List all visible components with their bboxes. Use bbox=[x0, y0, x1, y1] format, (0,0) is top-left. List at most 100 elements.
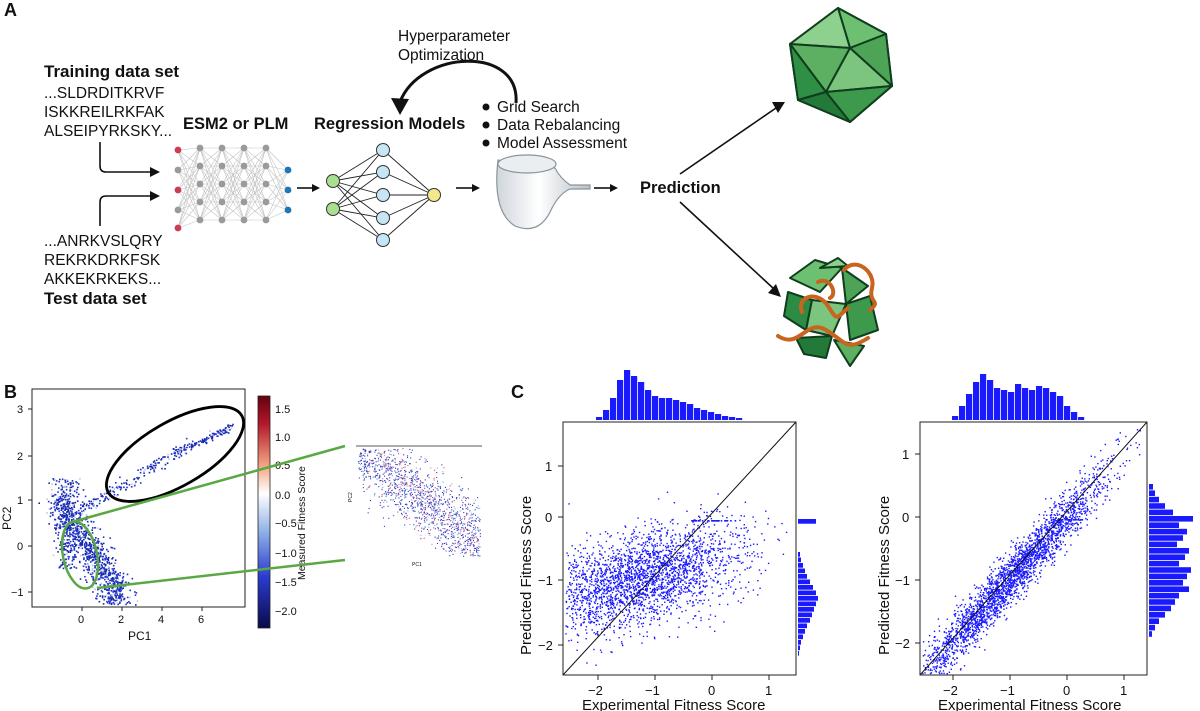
fitness-point bbox=[662, 592, 664, 594]
pca-point bbox=[61, 478, 64, 481]
inset-point bbox=[468, 497, 470, 499]
pca-point bbox=[62, 525, 65, 528]
pca-point bbox=[116, 594, 119, 597]
pca-y-axis: 3 2 1 0 −1 PC2 bbox=[0, 404, 32, 599]
fitness-point bbox=[645, 612, 647, 615]
inset-point bbox=[398, 483, 400, 485]
pca-point bbox=[65, 548, 67, 551]
fitness-point bbox=[709, 551, 711, 553]
fitness-point bbox=[702, 571, 704, 573]
inset-point bbox=[459, 510, 461, 512]
inset-point bbox=[433, 477, 435, 479]
fitness-point bbox=[603, 627, 605, 629]
inset-point bbox=[465, 497, 467, 499]
inset-point bbox=[419, 492, 421, 494]
inset-point bbox=[464, 552, 466, 554]
inset-point bbox=[393, 492, 395, 494]
pca-point bbox=[56, 523, 58, 525]
inset-point bbox=[407, 455, 409, 457]
inset-point bbox=[468, 541, 470, 543]
inset-point bbox=[471, 517, 473, 519]
pca-point bbox=[55, 547, 58, 549]
inset-point bbox=[419, 498, 421, 500]
pca-point bbox=[152, 461, 155, 463]
inset-point bbox=[387, 470, 389, 472]
pca-point bbox=[121, 580, 124, 583]
pca-point bbox=[70, 482, 72, 484]
training-seq-3: ALSEIPYRKSKY... bbox=[44, 123, 172, 140]
inset-point bbox=[372, 466, 374, 468]
fitness-point bbox=[624, 563, 627, 566]
inset-point bbox=[463, 496, 465, 498]
fitness-point bbox=[643, 599, 645, 601]
pca-point bbox=[89, 561, 92, 563]
inset-point bbox=[369, 452, 371, 454]
fitness-point bbox=[619, 575, 622, 578]
fitness-point bbox=[636, 564, 638, 567]
pca-point bbox=[116, 577, 119, 579]
pca-point bbox=[206, 438, 208, 441]
inset-point bbox=[367, 471, 369, 473]
inset-point bbox=[416, 470, 418, 472]
fitness-point bbox=[696, 582, 698, 584]
inset-point bbox=[388, 488, 390, 490]
inset-point bbox=[472, 552, 474, 554]
fitness-point bbox=[675, 586, 678, 588]
esm-edge bbox=[177, 149, 201, 203]
pca-point bbox=[100, 567, 103, 570]
fitness-point bbox=[617, 583, 619, 586]
esm-hidden-node bbox=[218, 216, 226, 224]
pca-point bbox=[85, 534, 87, 536]
fitness-point bbox=[631, 579, 634, 581]
pca-point bbox=[100, 548, 102, 550]
fitness-point bbox=[636, 592, 638, 594]
fitness-point bbox=[710, 543, 713, 545]
esm-edge bbox=[221, 165, 245, 221]
pca-point bbox=[179, 450, 181, 452]
optimization-loop-arrowhead bbox=[391, 98, 409, 115]
pca-point bbox=[116, 587, 119, 589]
inset-point bbox=[369, 462, 371, 464]
fitness-point bbox=[654, 519, 657, 521]
fitness-point bbox=[660, 542, 662, 544]
fitness-point bbox=[631, 555, 633, 558]
inset-point bbox=[382, 517, 384, 519]
fitness-point bbox=[609, 568, 611, 571]
fitness-point bbox=[611, 651, 613, 653]
fitness-point bbox=[645, 596, 647, 598]
inset-point bbox=[470, 525, 472, 527]
pca-point bbox=[110, 562, 113, 565]
inset-point bbox=[463, 516, 465, 518]
pca-point bbox=[62, 490, 65, 493]
pca-point bbox=[60, 484, 63, 487]
pca-point bbox=[84, 553, 87, 556]
esm-edge bbox=[221, 201, 245, 221]
fitness-point bbox=[724, 547, 726, 549]
inset-point bbox=[384, 450, 386, 452]
inset-point bbox=[478, 530, 480, 532]
inset-point bbox=[469, 524, 471, 526]
pca-point bbox=[67, 546, 69, 548]
inset-point bbox=[401, 461, 403, 463]
fitness-point bbox=[641, 579, 643, 581]
inset-point bbox=[473, 520, 475, 522]
inset-point bbox=[467, 506, 469, 508]
pca-point bbox=[173, 458, 175, 460]
pca-point bbox=[72, 508, 75, 511]
inset-point bbox=[378, 469, 380, 471]
pca-point bbox=[71, 544, 73, 546]
fitness-point bbox=[588, 610, 591, 612]
inset-point bbox=[374, 449, 376, 451]
esm-hidden-node bbox=[262, 180, 270, 188]
inset-point bbox=[436, 505, 438, 507]
fitness-point bbox=[596, 631, 599, 633]
filter-funnel-icon bbox=[496, 154, 591, 230]
fitness-point bbox=[692, 540, 694, 542]
pca-point bbox=[77, 512, 80, 515]
esm-edge bbox=[199, 147, 223, 221]
fitness-point bbox=[608, 595, 610, 597]
fitness-point bbox=[609, 626, 611, 629]
pca-point bbox=[122, 572, 125, 575]
fitness-point bbox=[600, 570, 602, 572]
fitness-point bbox=[668, 549, 671, 552]
